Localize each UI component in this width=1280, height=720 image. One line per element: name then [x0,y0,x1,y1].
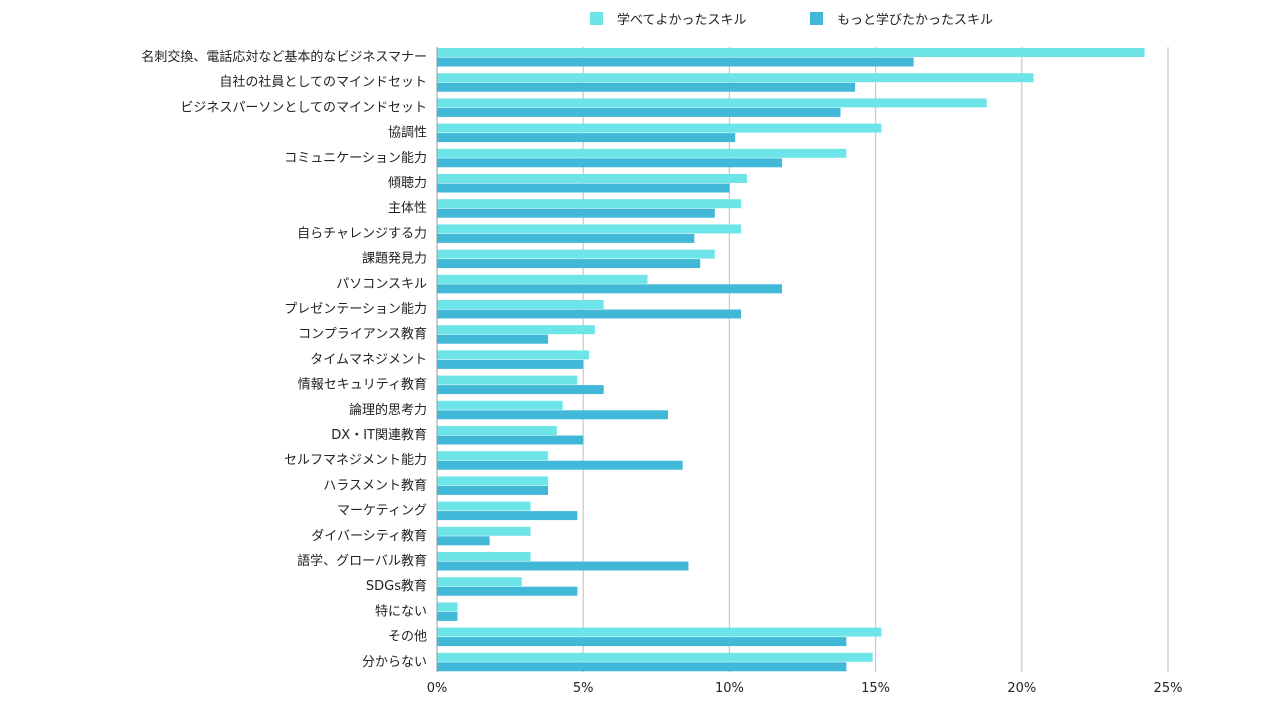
bar-wanted-6 [437,208,715,218]
bar-wanted-21 [437,586,578,596]
category-label: プレゼンテーション能力 [284,302,427,317]
bar-learned-20 [437,552,531,561]
bar-wanted-13 [437,385,604,395]
legend-label-learned: 学べてよかったスキル [617,12,747,28]
category-label: 傾聴力 [388,176,427,191]
bar-wanted-18 [437,511,578,521]
bar-learned-0 [437,48,1145,57]
bar-wanted-12 [437,359,584,369]
legend-label-wanted: もっと学びたかったスキル [837,12,994,28]
x-tick-label: 10% [715,681,744,696]
category-label: SDGs教育 [366,578,427,594]
bar-learned-2 [437,98,987,108]
x-tick-label: 25% [1154,681,1183,696]
bar-learned-1 [437,73,1034,83]
bar-learned-11 [437,325,595,335]
bar-wanted-16 [437,460,683,470]
bar-wanted-1 [437,82,856,92]
bar-learned-3 [437,123,882,133]
bar-learned-17 [437,476,549,486]
bar-learned-14 [437,400,563,410]
bar-wanted-14 [437,410,668,420]
bar-learned-19 [437,526,531,536]
bar-learned-4 [437,148,847,158]
bar-wanted-17 [437,485,549,495]
bar-wanted-11 [437,334,549,344]
category-label: 情報セキュリティ教育 [298,377,427,393]
bar-learned-5 [437,174,747,183]
x-tick-label: 0% [427,681,448,696]
bar-wanted-9 [437,284,783,294]
bar-wanted-8 [437,259,701,269]
category-label: ハラスメント教育 [323,477,427,493]
category-label: マーケティング [337,504,427,519]
category-label: 分からない [362,655,427,670]
category-label: コミュニケーション能力 [284,151,427,166]
category-label: DX・IT関連教育 [331,427,427,443]
bar-learned-8 [437,249,715,259]
bar-wanted-5 [437,183,730,193]
bar-learned-9 [437,274,648,284]
bar-learned-13 [437,375,578,385]
legend-swatch-wanted [810,11,823,25]
category-label: タイムマネジメント [310,352,427,367]
category-label: ダイバーシティ教育 [311,528,427,544]
bar-learned-18 [437,501,531,511]
category-label: 語学、グローバル教育 [297,553,427,569]
category-label: その他 [388,630,427,645]
bar-learned-10 [437,300,604,309]
bar-wanted-0 [437,57,914,67]
bar-wanted-15 [437,435,584,445]
category-label: 自らチャレンジする力 [297,226,427,241]
legend-item-learned: 学べてよかったスキル [590,8,746,28]
bar-learned-22 [437,602,458,612]
bar-wanted-19 [437,536,490,546]
bar-wanted-22 [437,611,458,621]
category-label: 論理的思考力 [349,402,427,418]
bar-wanted-4 [437,158,783,168]
bar-wanted-20 [437,561,689,571]
category-label: セルフマネジメント能力 [284,453,427,468]
bar-wanted-10 [437,309,742,319]
bar-learned-6 [437,199,742,209]
bar-learned-21 [437,577,522,587]
category-label: 協調性 [388,126,427,141]
bar-wanted-7 [437,233,695,243]
category-label: 名刺交換、電話応対など基本的なビジネスマナー [141,49,427,65]
bar-learned-24 [437,652,873,662]
bar-learned-7 [437,224,742,234]
bar-wanted-24 [437,662,847,672]
category-label: コンプライアンス教育 [298,326,427,342]
bar-wanted-3 [437,133,736,143]
category-label: 主体性 [388,201,427,216]
bar-learned-15 [437,426,557,435]
legend-item-wanted: もっと学びたかったスキル [810,8,993,28]
category-label: 課題発見力 [362,251,427,267]
bar-wanted-2 [437,107,841,117]
x-tick-label: 15% [861,681,890,696]
bar-learned-23 [437,627,882,637]
bar-learned-16 [437,451,549,461]
category-label: 自社の社員としてのマインドセット [219,74,427,90]
category-label: パソコンスキル [336,277,427,292]
legend-swatch-learned [590,11,603,25]
bar-learned-12 [437,350,590,360]
bar-wanted-23 [437,637,847,647]
category-label: ビジネスパーソンとしてのマインドセット [180,100,427,115]
x-tick-label: 20% [1007,681,1036,696]
category-label: 特にない [375,604,427,619]
x-tick-label: 5% [573,681,594,696]
